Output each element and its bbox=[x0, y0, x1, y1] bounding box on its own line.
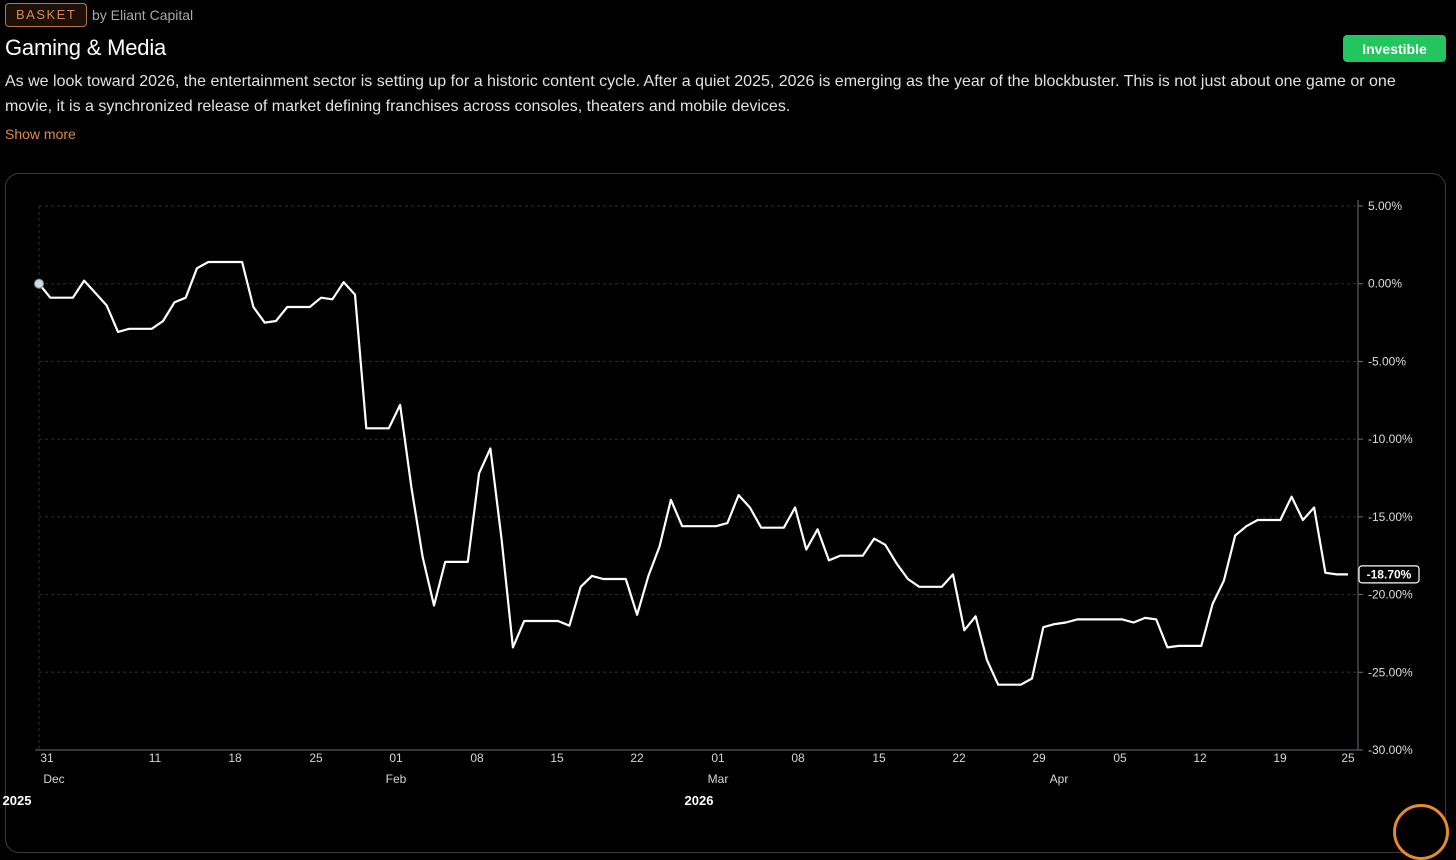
x-tick-label: 25 bbox=[309, 751, 323, 765]
x-axis: 31 11 18 25 01 08 15 22 01 08 15 22 29 05 12 19 25 Dec Feb… bbox=[3, 751, 1355, 808]
x-tick-label: 01 bbox=[389, 751, 403, 765]
x-tick-label: 12 bbox=[1193, 751, 1207, 765]
x-year-label: 2025 bbox=[3, 793, 32, 808]
x-tick-label: 25 bbox=[1341, 751, 1355, 765]
x-month-label: Mar bbox=[708, 772, 729, 786]
x-month-label: Feb bbox=[386, 772, 407, 786]
y-tick-label: -15.00% bbox=[1368, 510, 1413, 524]
floating-action-button[interactable] bbox=[1393, 804, 1449, 860]
x-month-label: Dec bbox=[43, 772, 64, 786]
x-tick-label: 15 bbox=[872, 751, 886, 765]
x-month-label: Apr bbox=[1050, 772, 1069, 786]
grid bbox=[38, 205, 1358, 750]
x-tick-label: 11 bbox=[149, 751, 162, 765]
y-tick-label: -25.00% bbox=[1368, 665, 1413, 679]
start-point bbox=[34, 278, 44, 289]
y-axis: 5.00% 0.00% -5.00% -10.00% -15.00% -20.00% -25… bbox=[1358, 199, 1413, 757]
x-tick-label: 29 bbox=[1032, 751, 1046, 765]
y-tick-label: -20.00% bbox=[1368, 588, 1413, 602]
y-tick-label: 0.00% bbox=[1368, 277, 1402, 291]
x-tick-label: 31 bbox=[40, 751, 54, 765]
last-value-marker: -18.70% bbox=[1358, 565, 1420, 584]
byline: by Eliant Capital bbox=[92, 7, 194, 23]
show-more-link[interactable]: Show more bbox=[5, 126, 76, 142]
x-tick-label: 22 bbox=[630, 751, 644, 765]
performance-chart: 5.00% 0.00% -5.00% -10.00% -15.00% -20.00% -25… bbox=[3, 199, 1420, 808]
x-tick-label: 01 bbox=[711, 751, 725, 765]
page-title: Gaming & Media bbox=[5, 35, 167, 60]
x-year-label: 2026 bbox=[685, 793, 714, 808]
last-value-label: -18.70% bbox=[1367, 567, 1412, 581]
x-tick-label: 22 bbox=[952, 751, 966, 765]
y-tick-label: -30.00% bbox=[1368, 743, 1413, 757]
basket-description: As we look toward 2026, the entertainmen… bbox=[5, 73, 1396, 115]
x-tick-label: 05 bbox=[1113, 751, 1127, 765]
axes bbox=[35, 200, 1359, 751]
x-tick-label: 19 bbox=[1273, 751, 1287, 765]
x-tick-label: 08 bbox=[791, 751, 805, 765]
series-line bbox=[38, 260, 1348, 686]
x-tick-label: 15 bbox=[550, 751, 564, 765]
x-tick-label: 08 bbox=[470, 751, 484, 765]
investible-button[interactable]: Investible bbox=[1343, 35, 1446, 62]
last-value-box bbox=[1358, 565, 1420, 584]
basket-badge: BASKET bbox=[5, 3, 88, 27]
y-tick-label: 5.00% bbox=[1368, 199, 1402, 213]
y-tick-label: -5.00% bbox=[1368, 354, 1406, 368]
x-tick-label: 18 bbox=[228, 751, 242, 765]
y-tick-label: -10.00% bbox=[1368, 432, 1413, 446]
